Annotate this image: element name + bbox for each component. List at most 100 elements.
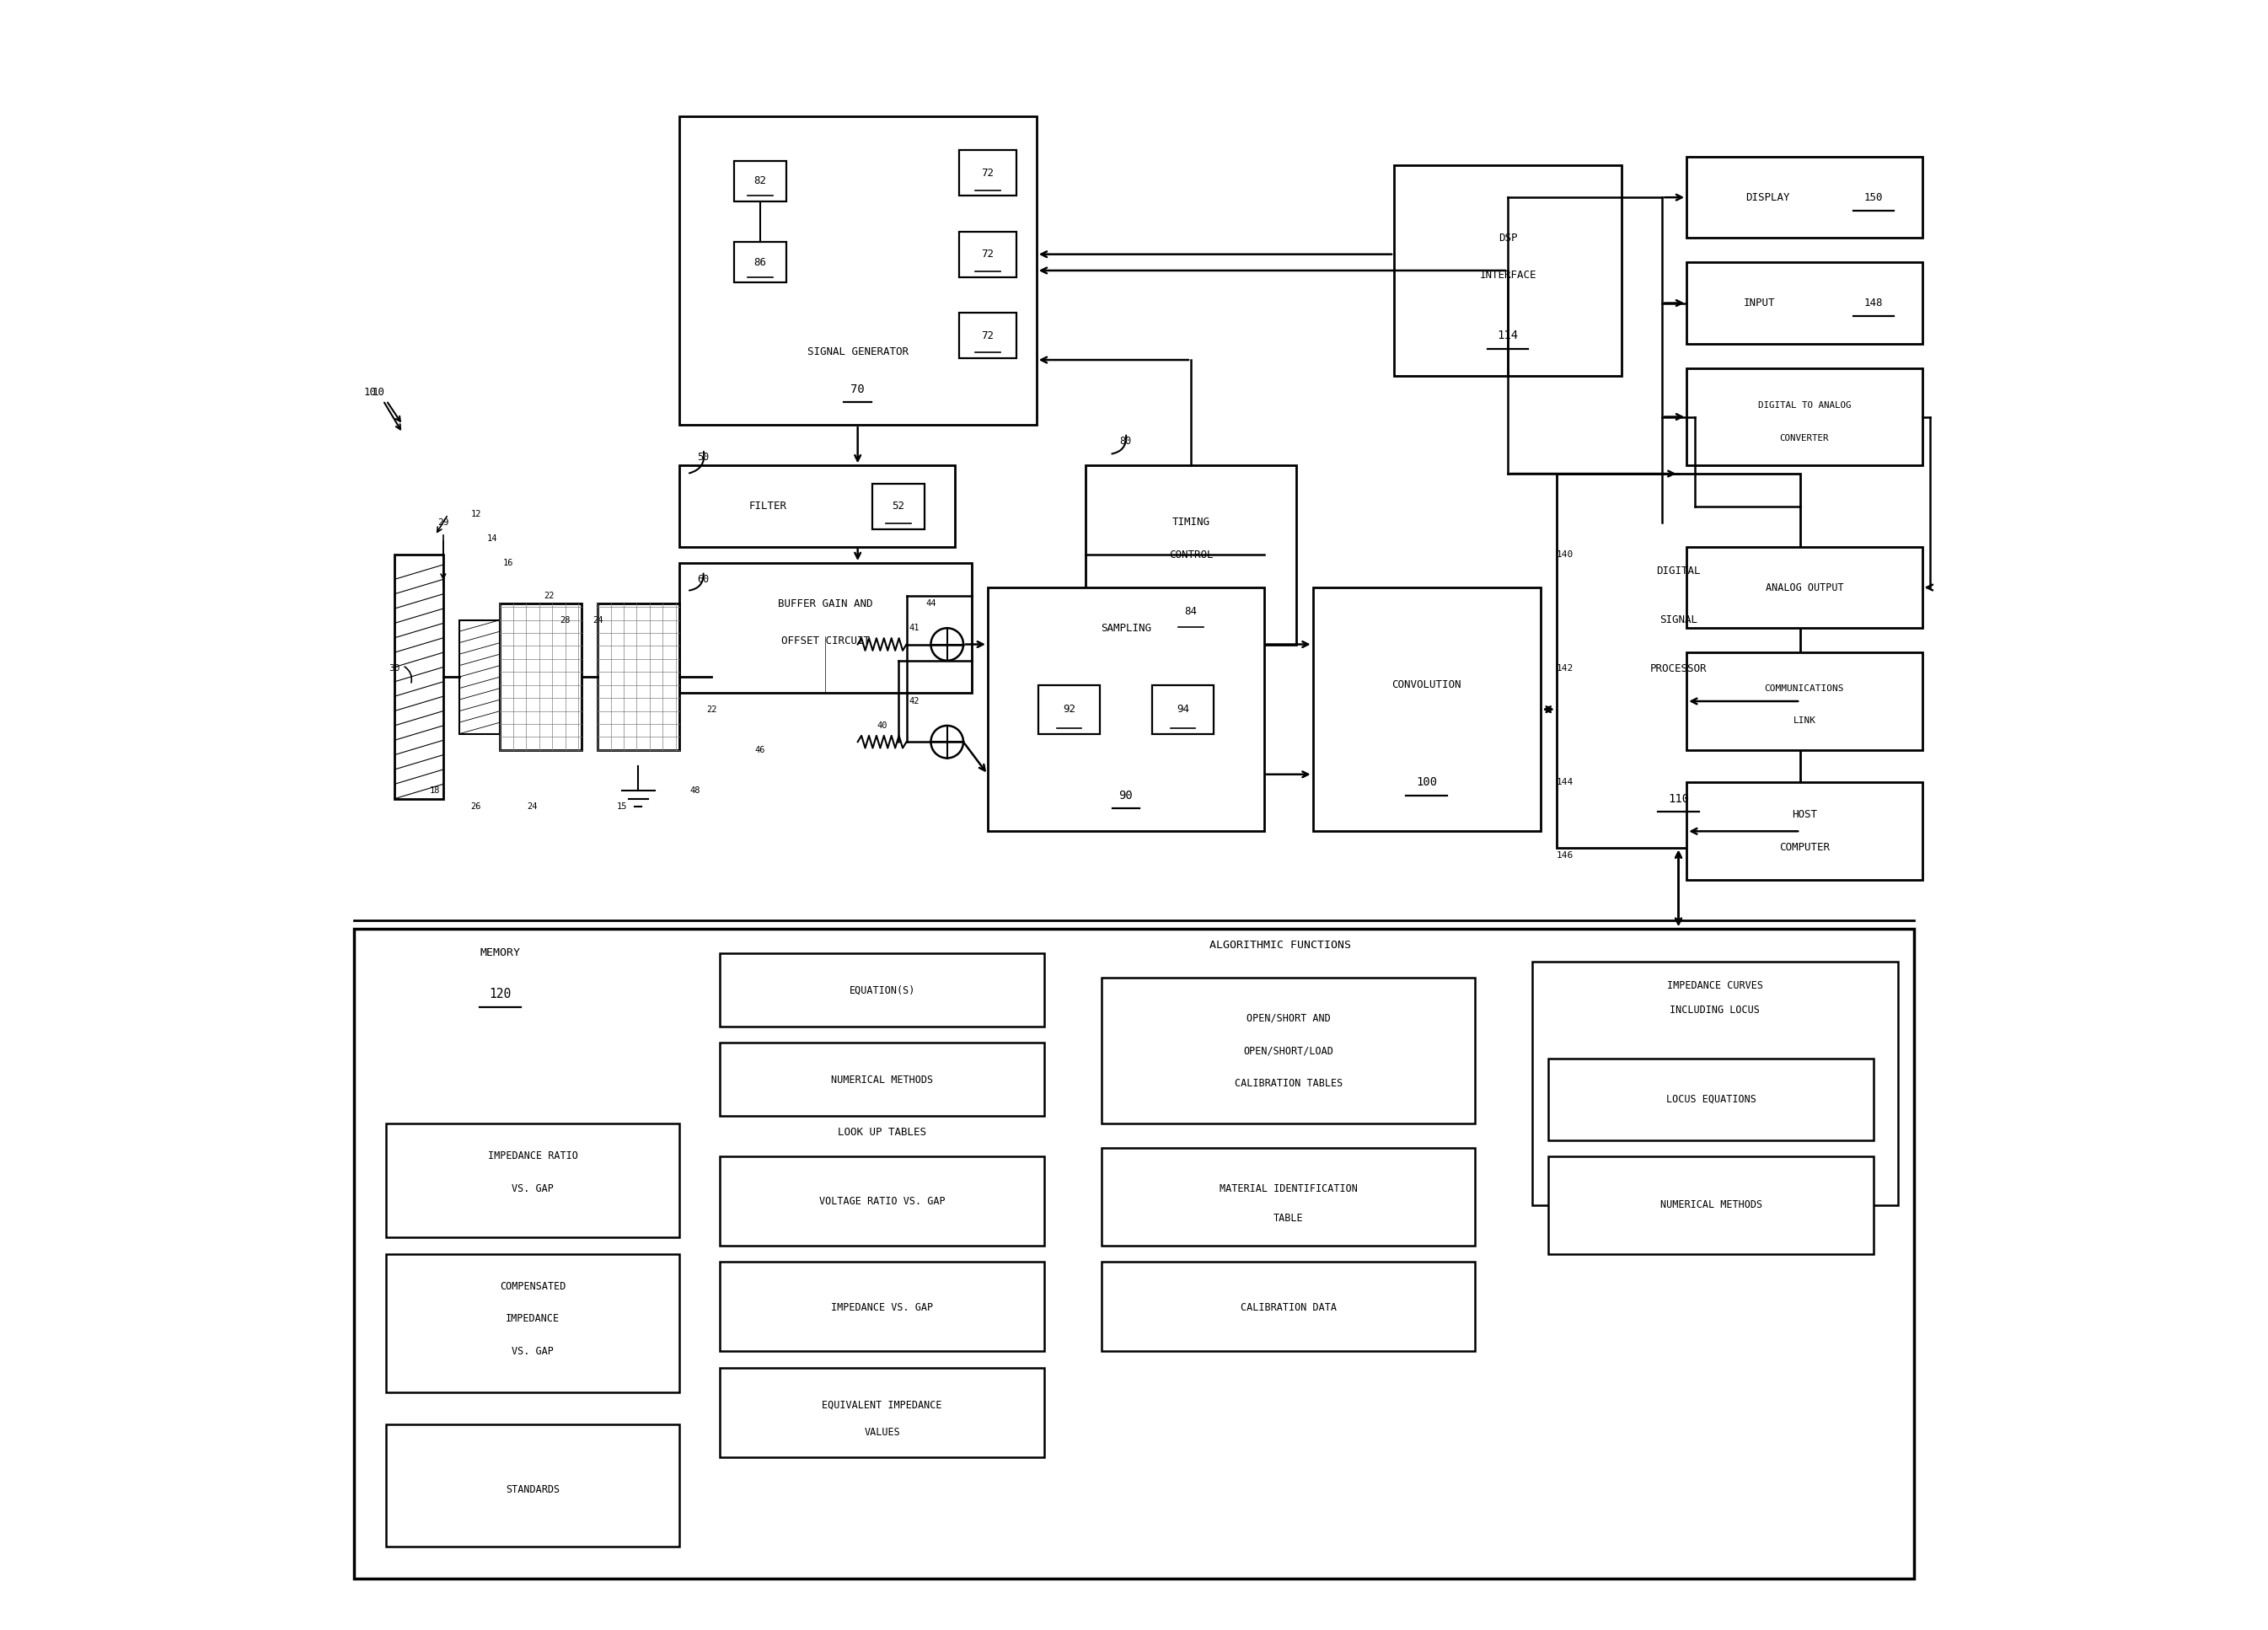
Text: 148: 148: [1864, 298, 1882, 308]
Text: 80: 80: [1120, 435, 1132, 447]
Text: EQUATION(S): EQUATION(S): [848, 985, 914, 996]
Bar: [1687, 652, 1923, 750]
Text: DIGITAL TO ANALOG: DIGITAL TO ANALOG: [1758, 401, 1851, 409]
Text: 15: 15: [617, 802, 628, 812]
Text: LINK: LINK: [1794, 717, 1817, 725]
Bar: [735, 243, 787, 282]
Text: DISPLAY: DISPLAY: [1746, 192, 1789, 202]
Text: STANDARDS: STANDARDS: [506, 1483, 560, 1495]
Text: OPEN/SHORT/LOAD: OPEN/SHORT/LOAD: [1243, 1045, 1334, 1056]
Bar: [873, 484, 925, 530]
Text: 24: 24: [528, 802, 538, 812]
Bar: [1152, 685, 1213, 734]
Bar: [1102, 978, 1474, 1123]
Text: COMPENSATED: COMPENSATED: [499, 1281, 565, 1293]
Text: CONVERTER: CONVERTER: [1780, 434, 1828, 442]
Bar: [719, 1043, 1046, 1115]
Text: DSP: DSP: [1499, 233, 1517, 243]
Text: 28: 28: [560, 616, 572, 624]
Bar: [460, 619, 501, 734]
Bar: [735, 161, 787, 202]
Text: CALIBRATION DATA: CALIBRATION DATA: [1241, 1302, 1336, 1312]
Text: ALGORITHMIC FUNCTIONS: ALGORITHMIC FUNCTIONS: [1209, 939, 1352, 950]
Text: 44: 44: [925, 600, 937, 608]
Text: 90: 90: [1118, 789, 1134, 802]
Text: 22: 22: [544, 592, 553, 600]
Bar: [386, 1253, 678, 1392]
Text: 26: 26: [469, 802, 481, 812]
Text: 48: 48: [689, 786, 701, 795]
Text: NUMERICAL METHODS: NUMERICAL METHODS: [1660, 1200, 1762, 1211]
Text: LOCUS EQUATIONS: LOCUS EQUATIONS: [1667, 1094, 1755, 1105]
Text: 94: 94: [1177, 704, 1188, 716]
Text: DIGITAL: DIGITAL: [1656, 566, 1701, 577]
Text: 84: 84: [1184, 606, 1198, 618]
Text: 92: 92: [1064, 704, 1075, 716]
Text: 140: 140: [1556, 551, 1574, 559]
Bar: [501, 603, 581, 750]
Bar: [719, 1368, 1046, 1457]
Text: 72: 72: [982, 329, 993, 341]
Text: 110: 110: [1667, 792, 1690, 805]
Text: INTERFACE: INTERFACE: [1479, 271, 1535, 280]
Bar: [354, 929, 1914, 1579]
Bar: [1687, 546, 1923, 628]
Bar: [678, 562, 971, 693]
Bar: [1395, 165, 1622, 377]
Text: 29: 29: [438, 518, 449, 526]
Bar: [1687, 156, 1923, 238]
Text: IMPEDANCE VS. GAP: IMPEDANCE VS. GAP: [830, 1302, 932, 1312]
Text: VS. GAP: VS. GAP: [513, 1346, 553, 1356]
Text: 72: 72: [982, 168, 993, 178]
Text: SIGNAL GENERATOR: SIGNAL GENERATOR: [807, 346, 907, 357]
Text: PROCESSOR: PROCESSOR: [1651, 663, 1708, 675]
Text: 144: 144: [1556, 778, 1574, 787]
Text: ANALOG OUTPUT: ANALOG OUTPUT: [1765, 582, 1844, 593]
Text: INPUT: INPUT: [1744, 298, 1776, 308]
Text: MATERIAL IDENTIFICATION: MATERIAL IDENTIFICATION: [1220, 1183, 1359, 1195]
Bar: [1102, 1262, 1474, 1351]
Text: NUMERICAL METHODS: NUMERICAL METHODS: [830, 1074, 932, 1086]
Bar: [1102, 1148, 1474, 1245]
Bar: [678, 116, 1036, 425]
Text: HOST: HOST: [1792, 810, 1817, 820]
Text: 114: 114: [1497, 329, 1517, 341]
Bar: [719, 1156, 1046, 1245]
Bar: [959, 231, 1016, 277]
Text: MEMORY: MEMORY: [481, 947, 519, 958]
Text: IMPEDANCE CURVES: IMPEDANCE CURVES: [1667, 980, 1762, 991]
Text: 22: 22: [705, 706, 717, 714]
Text: IMPEDANCE: IMPEDANCE: [506, 1314, 560, 1324]
Text: CALIBRATION TABLES: CALIBRATION TABLES: [1234, 1077, 1343, 1089]
Text: 18: 18: [431, 786, 440, 795]
Bar: [1687, 368, 1923, 466]
Text: EQUIVALENT IMPEDANCE: EQUIVALENT IMPEDANCE: [821, 1400, 941, 1410]
Bar: [719, 954, 1046, 1027]
Bar: [386, 1123, 678, 1237]
Bar: [1549, 1156, 1873, 1253]
Text: INCLUDING LOCUS: INCLUDING LOCUS: [1669, 1004, 1760, 1015]
Text: 52: 52: [891, 500, 905, 512]
Bar: [719, 1262, 1046, 1351]
Text: 70: 70: [850, 383, 864, 394]
Text: 50: 50: [696, 452, 710, 463]
Bar: [386, 1425, 678, 1547]
Text: 142: 142: [1556, 665, 1574, 673]
Text: 150: 150: [1864, 192, 1882, 202]
Text: COMPUTER: COMPUTER: [1778, 843, 1830, 852]
Text: IMPEDANCE RATIO: IMPEDANCE RATIO: [488, 1151, 578, 1162]
Text: 86: 86: [753, 258, 767, 267]
Bar: [989, 587, 1263, 831]
Text: VALUES: VALUES: [864, 1428, 900, 1438]
Text: 14: 14: [488, 535, 497, 543]
Bar: [1687, 782, 1923, 880]
Text: OPEN/SHORT AND: OPEN/SHORT AND: [1247, 1012, 1331, 1024]
Text: TIMING: TIMING: [1173, 517, 1209, 528]
Text: VOLTAGE RATIO VS. GAP: VOLTAGE RATIO VS. GAP: [819, 1196, 946, 1208]
Text: CONVOLUTION: CONVOLUTION: [1393, 680, 1461, 691]
Text: 24: 24: [592, 616, 603, 624]
Bar: [395, 554, 442, 799]
Text: 42: 42: [909, 698, 921, 706]
Bar: [678, 466, 955, 546]
Text: OFFSET CIRCUIT: OFFSET CIRCUIT: [780, 636, 869, 647]
